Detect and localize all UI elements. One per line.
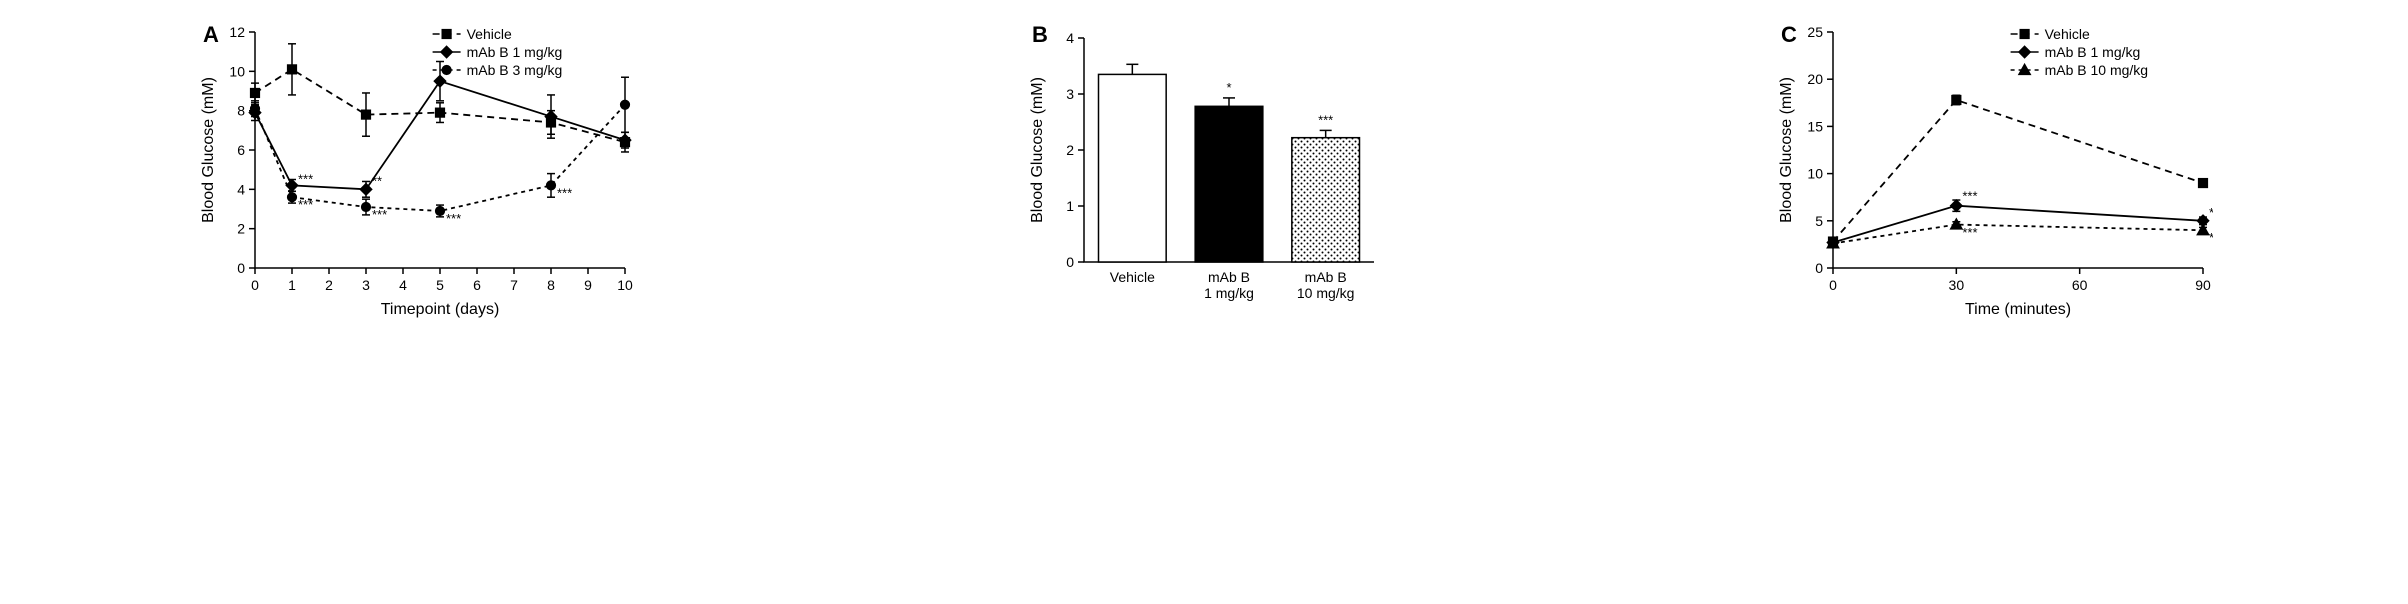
- panel-a-chart: A024681012012345678910Timepoint (days)Bl…: [195, 20, 635, 320]
- svg-text:Vehicle: Vehicle: [1110, 269, 1155, 285]
- svg-text:***: ***: [2209, 230, 2213, 245]
- svg-text:mAb B 1 mg/kg: mAb B 1 mg/kg: [466, 44, 562, 60]
- svg-text:20: 20: [1808, 71, 1824, 87]
- svg-text:10: 10: [1808, 166, 1824, 182]
- panel-b-chart: B01234Blood Glucose (mM)Vehicle*mAb B1 m…: [1024, 20, 1384, 320]
- svg-text:mAb B: mAb B: [1208, 269, 1250, 285]
- svg-text:2: 2: [325, 277, 333, 293]
- svg-text:60: 60: [2072, 277, 2088, 293]
- svg-text:1 mg/kg: 1 mg/kg: [1204, 285, 1254, 301]
- svg-text:2: 2: [1066, 142, 1074, 158]
- svg-text:***: ***: [298, 197, 313, 212]
- svg-text:3: 3: [362, 277, 370, 293]
- svg-text:6: 6: [473, 277, 481, 293]
- svg-text:10: 10: [229, 63, 245, 79]
- svg-text:15: 15: [1808, 118, 1824, 134]
- svg-text:5: 5: [436, 277, 444, 293]
- panel-c: C 0 5 10 15 20 25 0 30 60 90 Time (minutes) Blood Gl…: [1773, 20, 2213, 320]
- svg-text:5: 5: [1816, 213, 1824, 229]
- svg-text:6: 6: [237, 142, 245, 158]
- panel-a: A024681012012345678910Timepoint (days)Bl…: [195, 20, 635, 320]
- svg-text:25: 25: [1808, 24, 1824, 40]
- svg-text:1: 1: [288, 277, 296, 293]
- svg-text:0: 0: [251, 277, 259, 293]
- svg-text:Blood Glucose (mM): Blood Glucose (mM): [200, 77, 217, 223]
- svg-text:Time (minutes): Time (minutes): [1965, 301, 2071, 318]
- svg-text:B: B: [1032, 22, 1048, 47]
- svg-text:Vehicle: Vehicle: [2045, 26, 2090, 42]
- svg-text:Vehicle: Vehicle: [466, 26, 511, 42]
- svg-text:mAb B: mAb B: [1305, 269, 1347, 285]
- svg-text:**: **: [372, 173, 382, 188]
- svg-text:0: 0: [1829, 277, 1837, 293]
- svg-text:0: 0: [1066, 254, 1074, 270]
- svg-text:mAb B 3 mg/kg: mAb B 3 mg/kg: [466, 62, 562, 78]
- svg-text:***: ***: [298, 172, 313, 187]
- svg-text:10: 10: [617, 277, 633, 293]
- svg-text:A: A: [203, 22, 219, 47]
- svg-text:mAb B 10 mg/kg: mAb B 10 mg/kg: [2045, 62, 2149, 78]
- svg-text:C: C: [1781, 22, 1797, 47]
- svg-text:2: 2: [237, 221, 245, 237]
- panel-c-chart: C 0 5 10 15 20 25 0 30 60 90 Time (minutes) Blood Gl…: [1773, 20, 2213, 320]
- svg-text:***: ***: [446, 211, 461, 226]
- svg-text:8: 8: [547, 277, 555, 293]
- svg-text:mAb B 1 mg/kg: mAb B 1 mg/kg: [2045, 44, 2141, 60]
- svg-text:***: ***: [372, 207, 387, 222]
- svg-text:*: *: [1226, 80, 1231, 95]
- svg-text:4: 4: [237, 181, 245, 197]
- svg-text:3: 3: [1066, 86, 1074, 102]
- svg-text:90: 90: [2196, 277, 2212, 293]
- svg-text:30: 30: [1949, 277, 1965, 293]
- svg-text:***: ***: [557, 185, 572, 200]
- panel-b: B01234Blood Glucose (mM)Vehicle*mAb B1 m…: [1024, 20, 1384, 320]
- svg-text:Blood Glucose (mM): Blood Glucose (mM): [1029, 77, 1046, 223]
- svg-text:8: 8: [237, 103, 245, 119]
- svg-text:12: 12: [229, 24, 245, 40]
- svg-text:Timepoint (days): Timepoint (days): [380, 301, 499, 318]
- svg-text:4: 4: [399, 277, 407, 293]
- svg-text:7: 7: [510, 277, 518, 293]
- svg-text:9: 9: [584, 277, 592, 293]
- svg-text:***: ***: [2209, 205, 2213, 220]
- svg-text:Blood Glucose (mM): Blood Glucose (mM): [1778, 77, 1795, 223]
- svg-text:***: ***: [1318, 112, 1333, 127]
- svg-text:1: 1: [1066, 198, 1074, 214]
- svg-text:***: ***: [1963, 188, 1978, 203]
- svg-text:0: 0: [237, 260, 245, 276]
- svg-text:4: 4: [1066, 30, 1074, 46]
- svg-text:0: 0: [1816, 260, 1824, 276]
- svg-text:10 mg/kg: 10 mg/kg: [1297, 285, 1355, 301]
- svg-text:***: ***: [1963, 225, 1978, 240]
